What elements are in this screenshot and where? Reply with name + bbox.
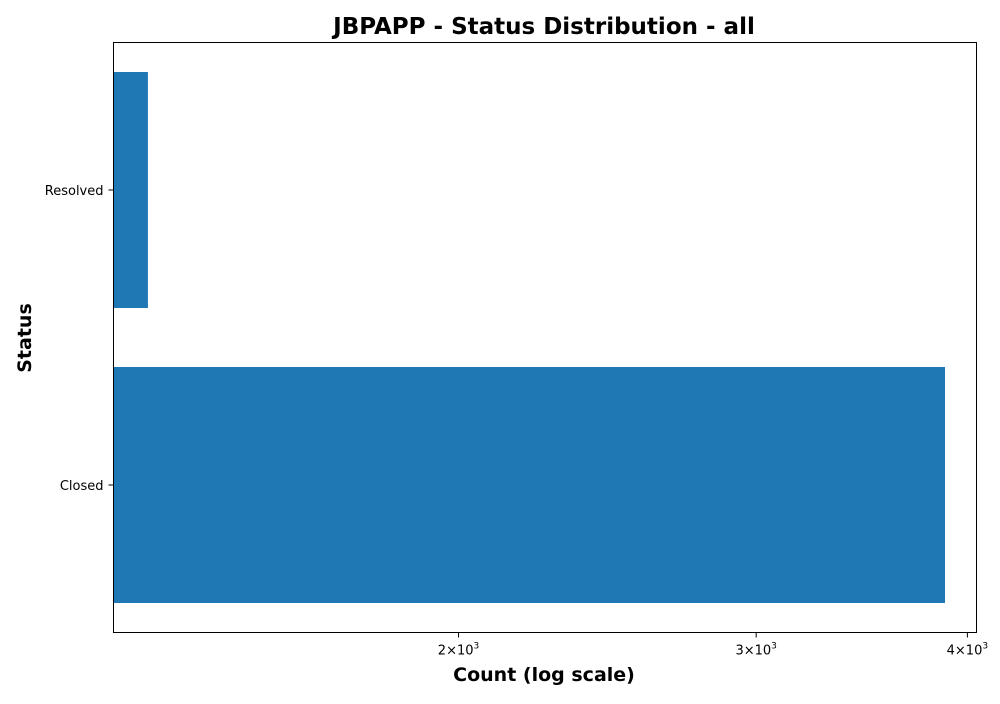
y-tick-label-resolved: Resolved	[45, 184, 104, 199]
x-axis: 2×103 3×103 4×103	[438, 632, 988, 659]
chart-title: JBPAPP - Status Distribution - all	[331, 14, 755, 40]
y-tick-label-closed: Closed	[60, 479, 104, 494]
y-axis: Resolved Closed	[45, 184, 114, 494]
bar-resolved	[113, 72, 148, 308]
y-axis-label: Status	[14, 303, 36, 373]
x-tick-label-3000: 3×103	[735, 642, 776, 659]
plot-frame	[113, 42, 977, 633]
x-axis-label: Count (log scale)	[453, 664, 635, 686]
x-tick-label-2000: 2×103	[438, 642, 479, 659]
bar-closed	[113, 367, 946, 603]
bars-layer	[113, 72, 946, 603]
x-tick-label-4000: 4×103	[947, 642, 988, 659]
